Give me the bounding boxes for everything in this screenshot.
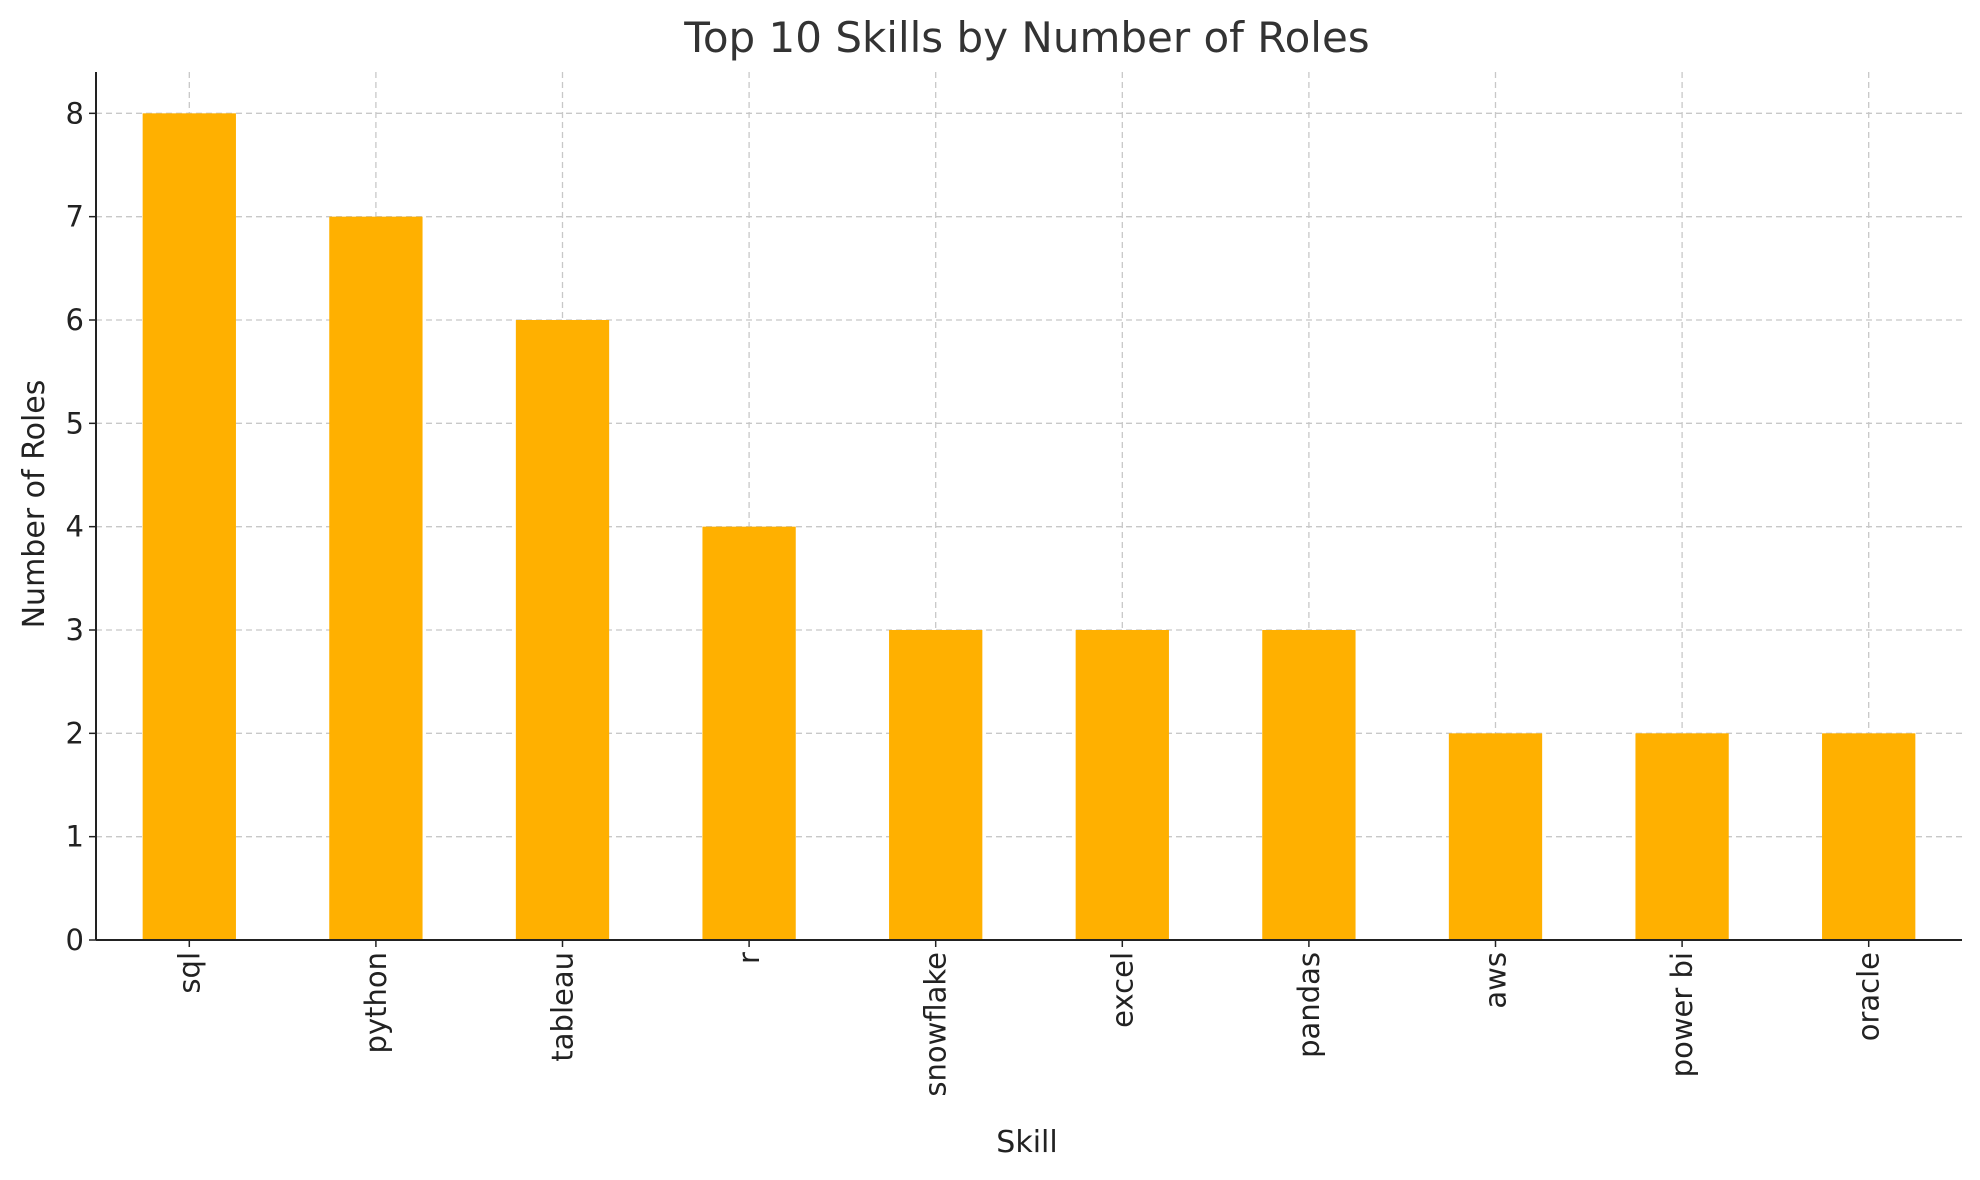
x-tick-label-r: r: [732, 952, 766, 964]
bar-r: [702, 526, 796, 940]
y-axis-label: Number of Roles: [17, 380, 52, 629]
x-tick-label-python: python: [359, 952, 393, 1053]
x-tick-label-pandas: pandas: [1292, 952, 1326, 1058]
y-tick-label-6: 6: [66, 303, 84, 337]
bar-snowflake: [889, 630, 983, 940]
bar-power-bi: [1635, 733, 1729, 940]
y-tick-label-7: 7: [66, 200, 84, 234]
x-tick-label-aws: aws: [1479, 952, 1513, 1009]
y-tick-label-3: 3: [66, 613, 84, 647]
bar-python: [329, 216, 423, 940]
y-tick-label-0: 0: [66, 923, 84, 957]
bar-pandas: [1262, 630, 1356, 940]
x-tick-label-sql: sql: [172, 952, 206, 994]
x-tick-label-excel: excel: [1105, 952, 1139, 1028]
bar-excel: [1075, 630, 1169, 940]
x-tick-label-oracle: oracle: [1852, 952, 1886, 1041]
y-tick-label-4: 4: [66, 510, 84, 544]
x-tick-label-power-bi: power bi: [1665, 952, 1699, 1077]
x-ticks: sql python tableau r snowflake excel pandas aws…: [172, 940, 1886, 1097]
y-tick-label-1: 1: [66, 820, 84, 854]
y-tick-label-8: 8: [66, 96, 84, 130]
y-ticks: 0 1 2 3 4 5 6 7 8: [66, 96, 96, 957]
y-tick-label-5: 5: [66, 406, 84, 440]
bar-sql: [142, 113, 236, 941]
x-axis-label: Skill: [996, 1125, 1057, 1160]
x-tick-label-tableau: tableau: [546, 952, 580, 1062]
x-tick-label-snowflake: snowflake: [919, 952, 953, 1097]
bar-oracle: [1822, 733, 1916, 940]
bars: [142, 113, 1916, 941]
bar-aws: [1448, 733, 1543, 940]
bar-tableau: [515, 320, 610, 940]
y-tick-label-2: 2: [66, 716, 84, 750]
chart-title: Top 10 Skills by Number of Roles: [683, 13, 1369, 62]
